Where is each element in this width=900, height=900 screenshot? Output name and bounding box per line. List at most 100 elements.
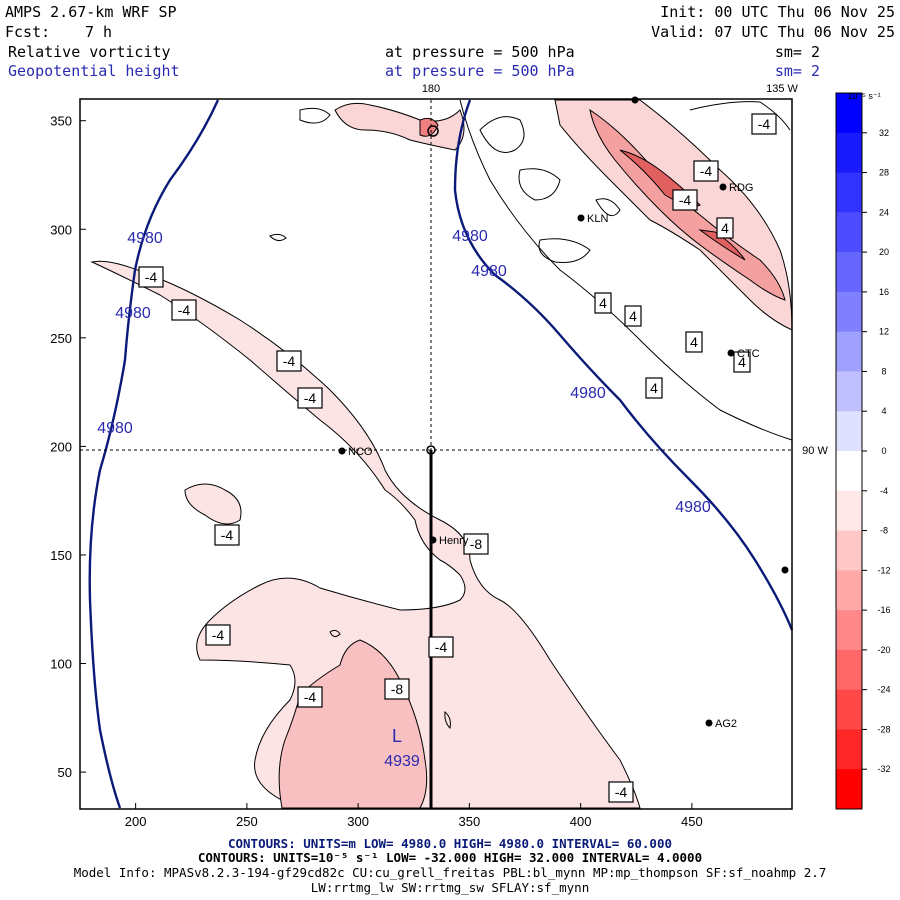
y-tick-label: 250 — [50, 331, 72, 346]
colorbar-tick-label: 0 — [881, 446, 886, 456]
svg-text:4: 4 — [599, 295, 607, 311]
height-label: 4980 — [570, 385, 606, 402]
svg-text:-4: -4 — [145, 269, 158, 285]
colorbar-tick-label: 12 — [879, 327, 889, 337]
vorticity-shading-light — [90, 260, 641, 809]
footer-model-info: Model Info: MPASv8.2.3-194-gf29cd82c CU:… — [74, 865, 827, 880]
svg-text:4: 4 — [721, 220, 729, 236]
vorticity-label: -8 — [384, 678, 410, 700]
colorbar-swatch — [836, 172, 862, 213]
vorticity-label: 4 — [685, 331, 703, 353]
svg-text:RDG: RDG — [729, 182, 753, 194]
colorbar-swatch — [836, 93, 862, 134]
x-tick-label: 350 — [459, 814, 481, 829]
footer-height-contours: CONTOURS: UNITS=m LOW= 4980.0 HIGH= 4980… — [228, 836, 672, 851]
svg-text:-4: -4 — [679, 192, 692, 208]
svg-text:-8: -8 — [391, 681, 404, 697]
colorbar: 32 28 24 20 16 12 8 4 0 -4 -8 -12 -16 -20 -24 -28 -32 — [835, 92, 891, 810]
vorticity-label: -4 — [428, 636, 454, 658]
low-value: 4939 — [384, 753, 420, 770]
vorticity-label: -4 — [693, 160, 719, 182]
x-tick-label: 450 — [681, 814, 703, 829]
vorticity-label: 4 — [733, 351, 751, 373]
height-label: 4980 — [97, 420, 133, 437]
vorticity-label: -4 — [276, 350, 302, 372]
vorticity-label: -4 — [171, 299, 197, 321]
height-label: 4980 — [127, 230, 163, 247]
colorbar-swatch — [836, 610, 862, 651]
colorbar-tick-label: 8 — [881, 366, 886, 376]
colorbar-tick-label: -8 — [880, 526, 888, 536]
colorbar-swatch — [836, 490, 862, 532]
svg-text:-4: -4 — [615, 784, 628, 800]
plot-area — [80, 99, 794, 809]
colorbar-tick-label: 28 — [879, 168, 889, 178]
vorticity-label: 4 — [624, 305, 642, 327]
station-marker: NCO — [338, 446, 373, 458]
svg-text:-4: -4 — [304, 689, 317, 705]
field2-level: at pressure = 500 hPa — [385, 62, 575, 80]
svg-text:CTC: CTC — [737, 348, 760, 360]
svg-text:-4: -4 — [700, 163, 713, 179]
station-marker: RDG — [719, 182, 753, 194]
meridian-180-label: 180 — [422, 83, 440, 95]
svg-text:-4: -4 — [435, 639, 448, 655]
colorbar-swatch — [836, 729, 862, 770]
colorbar-swatch — [836, 132, 862, 174]
svg-text:Henry: Henry — [439, 535, 469, 547]
colorbar-tick-label: -20 — [877, 645, 890, 655]
forecast-value: 7 h — [85, 23, 112, 41]
svg-text:4: 4 — [629, 308, 637, 324]
colorbar-tick-label: -24 — [877, 685, 890, 695]
svg-text:4: 4 — [650, 380, 658, 396]
x-tick-label: 300 — [347, 814, 369, 829]
height-contours — [88, 99, 794, 809]
colorbar-swatch — [836, 371, 862, 412]
valid-time: Valid: 07 UTC Thu 06 Nov 25 — [651, 23, 895, 41]
y-tick-label: 100 — [50, 657, 72, 672]
colorbar-swatch — [836, 291, 862, 333]
svg-text:-4: -4 — [212, 627, 225, 643]
colorbar-tick-label: -16 — [877, 605, 890, 615]
svg-text:-4: -4 — [758, 116, 771, 132]
station-marker: AG2 — [705, 718, 737, 730]
svg-text:-8: -8 — [470, 536, 483, 552]
colorbar-tick-label: 4 — [881, 406, 886, 416]
svg-text:AG2: AG2 — [715, 718, 737, 730]
colorbar-tick-label: -28 — [877, 724, 890, 734]
reference-lines — [80, 100, 792, 451]
station-marker — [631, 96, 639, 104]
svg-text:-4: -4 — [178, 302, 191, 318]
vorticity-label: -4 — [214, 524, 240, 546]
meridian-135w-label: 135 W — [766, 83, 798, 95]
colorbar-tick-label: 16 — [879, 287, 889, 297]
svg-text:-4: -4 — [283, 353, 296, 369]
field2-name: Geopotential height — [8, 62, 180, 80]
station-marker: Henry — [429, 535, 469, 547]
height-label: 4980 — [675, 499, 711, 516]
svg-text:-4: -4 — [304, 390, 317, 406]
colorbar-swatch — [836, 769, 862, 810]
colorbar-swatch — [836, 331, 862, 372]
colorbar-swatch — [836, 649, 862, 691]
vorticity-label: -4 — [751, 113, 777, 135]
cross-section-start-marker — [426, 445, 436, 455]
vorticity-shading-northeast — [334, 99, 793, 331]
colorbar-tick-label: -4 — [880, 486, 888, 496]
vorticity-label: -4 — [297, 387, 323, 409]
station-marker: CTC — [727, 348, 760, 360]
vorticity-label: -4 — [608, 781, 634, 803]
height-label: 4980 — [471, 263, 507, 280]
vorticity-label: -4 — [205, 624, 231, 646]
svg-text:4: 4 — [690, 334, 698, 350]
low-symbol: L — [392, 726, 402, 746]
colorbar-swatch — [836, 570, 862, 611]
vorticity-label: -4 — [297, 686, 323, 708]
svg-text:4: 4 — [738, 354, 746, 370]
y-tick-label: 350 — [50, 114, 72, 129]
plot-frame — [79, 98, 793, 810]
colorbar-swatch — [836, 411, 862, 452]
svg-text:KLN: KLN — [587, 213, 608, 225]
y-axis: 50 100 150 200 250 300 350 — [50, 114, 86, 780]
